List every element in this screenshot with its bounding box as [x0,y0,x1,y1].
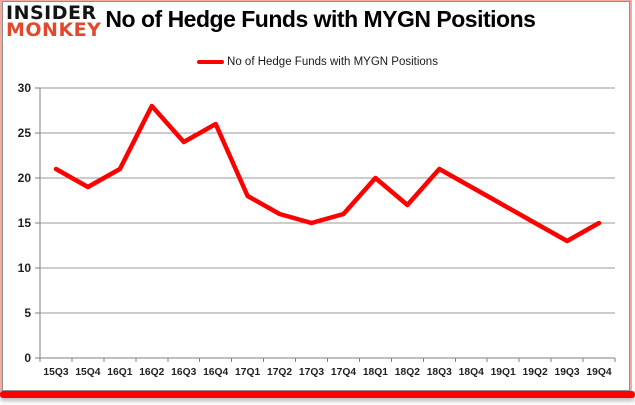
svg-text:30: 30 [18,81,32,95]
svg-text:17Q3: 17Q3 [299,367,324,378]
svg-text:18Q4: 18Q4 [459,367,484,378]
svg-text:15: 15 [18,216,32,230]
svg-text:17Q4: 17Q4 [331,367,356,378]
svg-text:25: 25 [18,126,32,140]
svg-text:19Q4: 19Q4 [586,367,611,378]
chart-frame [2,1,630,391]
insider-monkey-logo: INSIDER MONKEY [6,2,102,42]
chart-title: No of Hedge Funds with MYGN Positions [105,5,536,32]
svg-text:15Q3: 15Q3 [43,367,68,378]
logo-monkey-text: MONKEY [6,19,102,42]
svg-text:19Q2: 19Q2 [523,367,548,378]
logo-insider-text: INSIDER [6,2,97,24]
svg-text:20: 20 [18,171,32,185]
svg-text:5: 5 [24,306,31,320]
svg-text:16Q2: 16Q2 [139,367,164,378]
svg-text:15Q4: 15Q4 [75,367,100,378]
svg-text:18Q2: 18Q2 [395,367,420,378]
svg-text:18Q3: 18Q3 [427,367,452,378]
bottom-red-bar [0,391,635,398]
svg-text:19Q1: 19Q1 [491,367,516,378]
svg-text:10: 10 [18,261,32,275]
legend-line-swatch [197,60,225,64]
svg-text:16Q4: 16Q4 [203,367,228,378]
svg-text:18Q1: 18Q1 [363,367,388,378]
legend-label: No of Hedge Funds with MYGN Positions [227,56,438,68]
svg-text:19Q3: 19Q3 [554,367,579,378]
svg-text:16Q1: 16Q1 [107,367,132,378]
svg-text:17Q2: 17Q2 [267,367,292,378]
svg-text:0: 0 [24,351,31,365]
chart-legend: No of Hedge Funds with MYGN Positions [0,56,635,68]
svg-text:16Q3: 16Q3 [171,367,196,378]
svg-text:17Q1: 17Q1 [235,367,260,378]
chart-header: INSIDER MONKEY No of Hedge Funds with MY… [6,2,536,42]
